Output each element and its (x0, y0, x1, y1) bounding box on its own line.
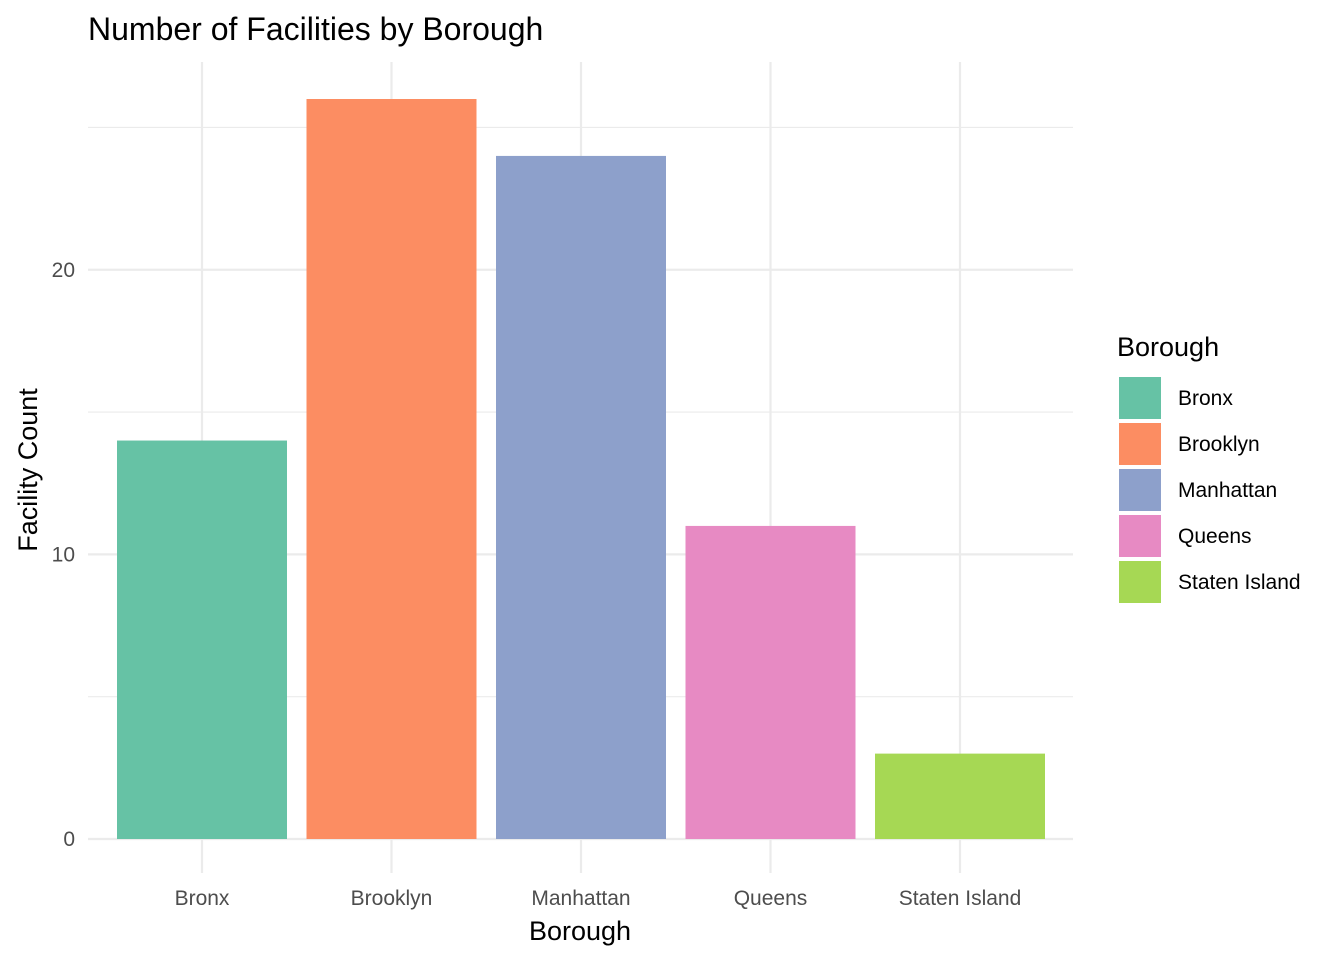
x-axis-title: Borough (529, 916, 631, 946)
legend-key-staten-island (1119, 561, 1161, 603)
bar-staten-island (875, 753, 1045, 839)
legend-key-queens (1119, 515, 1161, 557)
x-tick-label: Queens (734, 887, 808, 910)
x-tick-labels: Bronx Brooklyn Manhattan Queens Staten Islan… (175, 887, 1022, 910)
legend: Borough Bronx Brooklyn Manhattan Queens Stat… (1117, 332, 1301, 603)
y-tick-label: 10 (52, 543, 75, 566)
x-tick-label: Bronx (175, 887, 230, 910)
y-axis-title: Facility Count (13, 388, 43, 552)
bar-queens (685, 525, 856, 839)
x-tick-label: Staten Island (899, 887, 1022, 910)
bars (117, 99, 1045, 839)
legend-label: Queens (1178, 525, 1252, 548)
legend-label: Manhattan (1178, 479, 1277, 502)
legend-label: Staten Island (1178, 571, 1301, 594)
legend-label: Bronx (1178, 387, 1233, 410)
bar-manhattan (496, 155, 666, 839)
y-tick-label: 0 (63, 828, 75, 851)
legend-title: Borough (1117, 332, 1219, 362)
legend-key-brooklyn (1119, 423, 1161, 465)
legend-key-bronx (1119, 377, 1161, 419)
y-tick-labels: 0 10 20 (52, 259, 75, 851)
x-tick-label: Brooklyn (351, 887, 433, 910)
bar-bronx (117, 440, 287, 839)
legend-key-manhattan (1119, 469, 1161, 511)
legend-label: Brooklyn (1178, 433, 1260, 456)
bar-brooklyn (306, 99, 477, 839)
y-tick-label: 20 (52, 259, 75, 282)
x-tick-label: Manhattan (531, 887, 630, 910)
chart-title: Number of Facilities by Borough (88, 11, 543, 47)
